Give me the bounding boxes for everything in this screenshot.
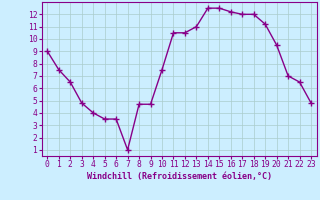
X-axis label: Windchill (Refroidissement éolien,°C): Windchill (Refroidissement éolien,°C) [87, 172, 272, 181]
